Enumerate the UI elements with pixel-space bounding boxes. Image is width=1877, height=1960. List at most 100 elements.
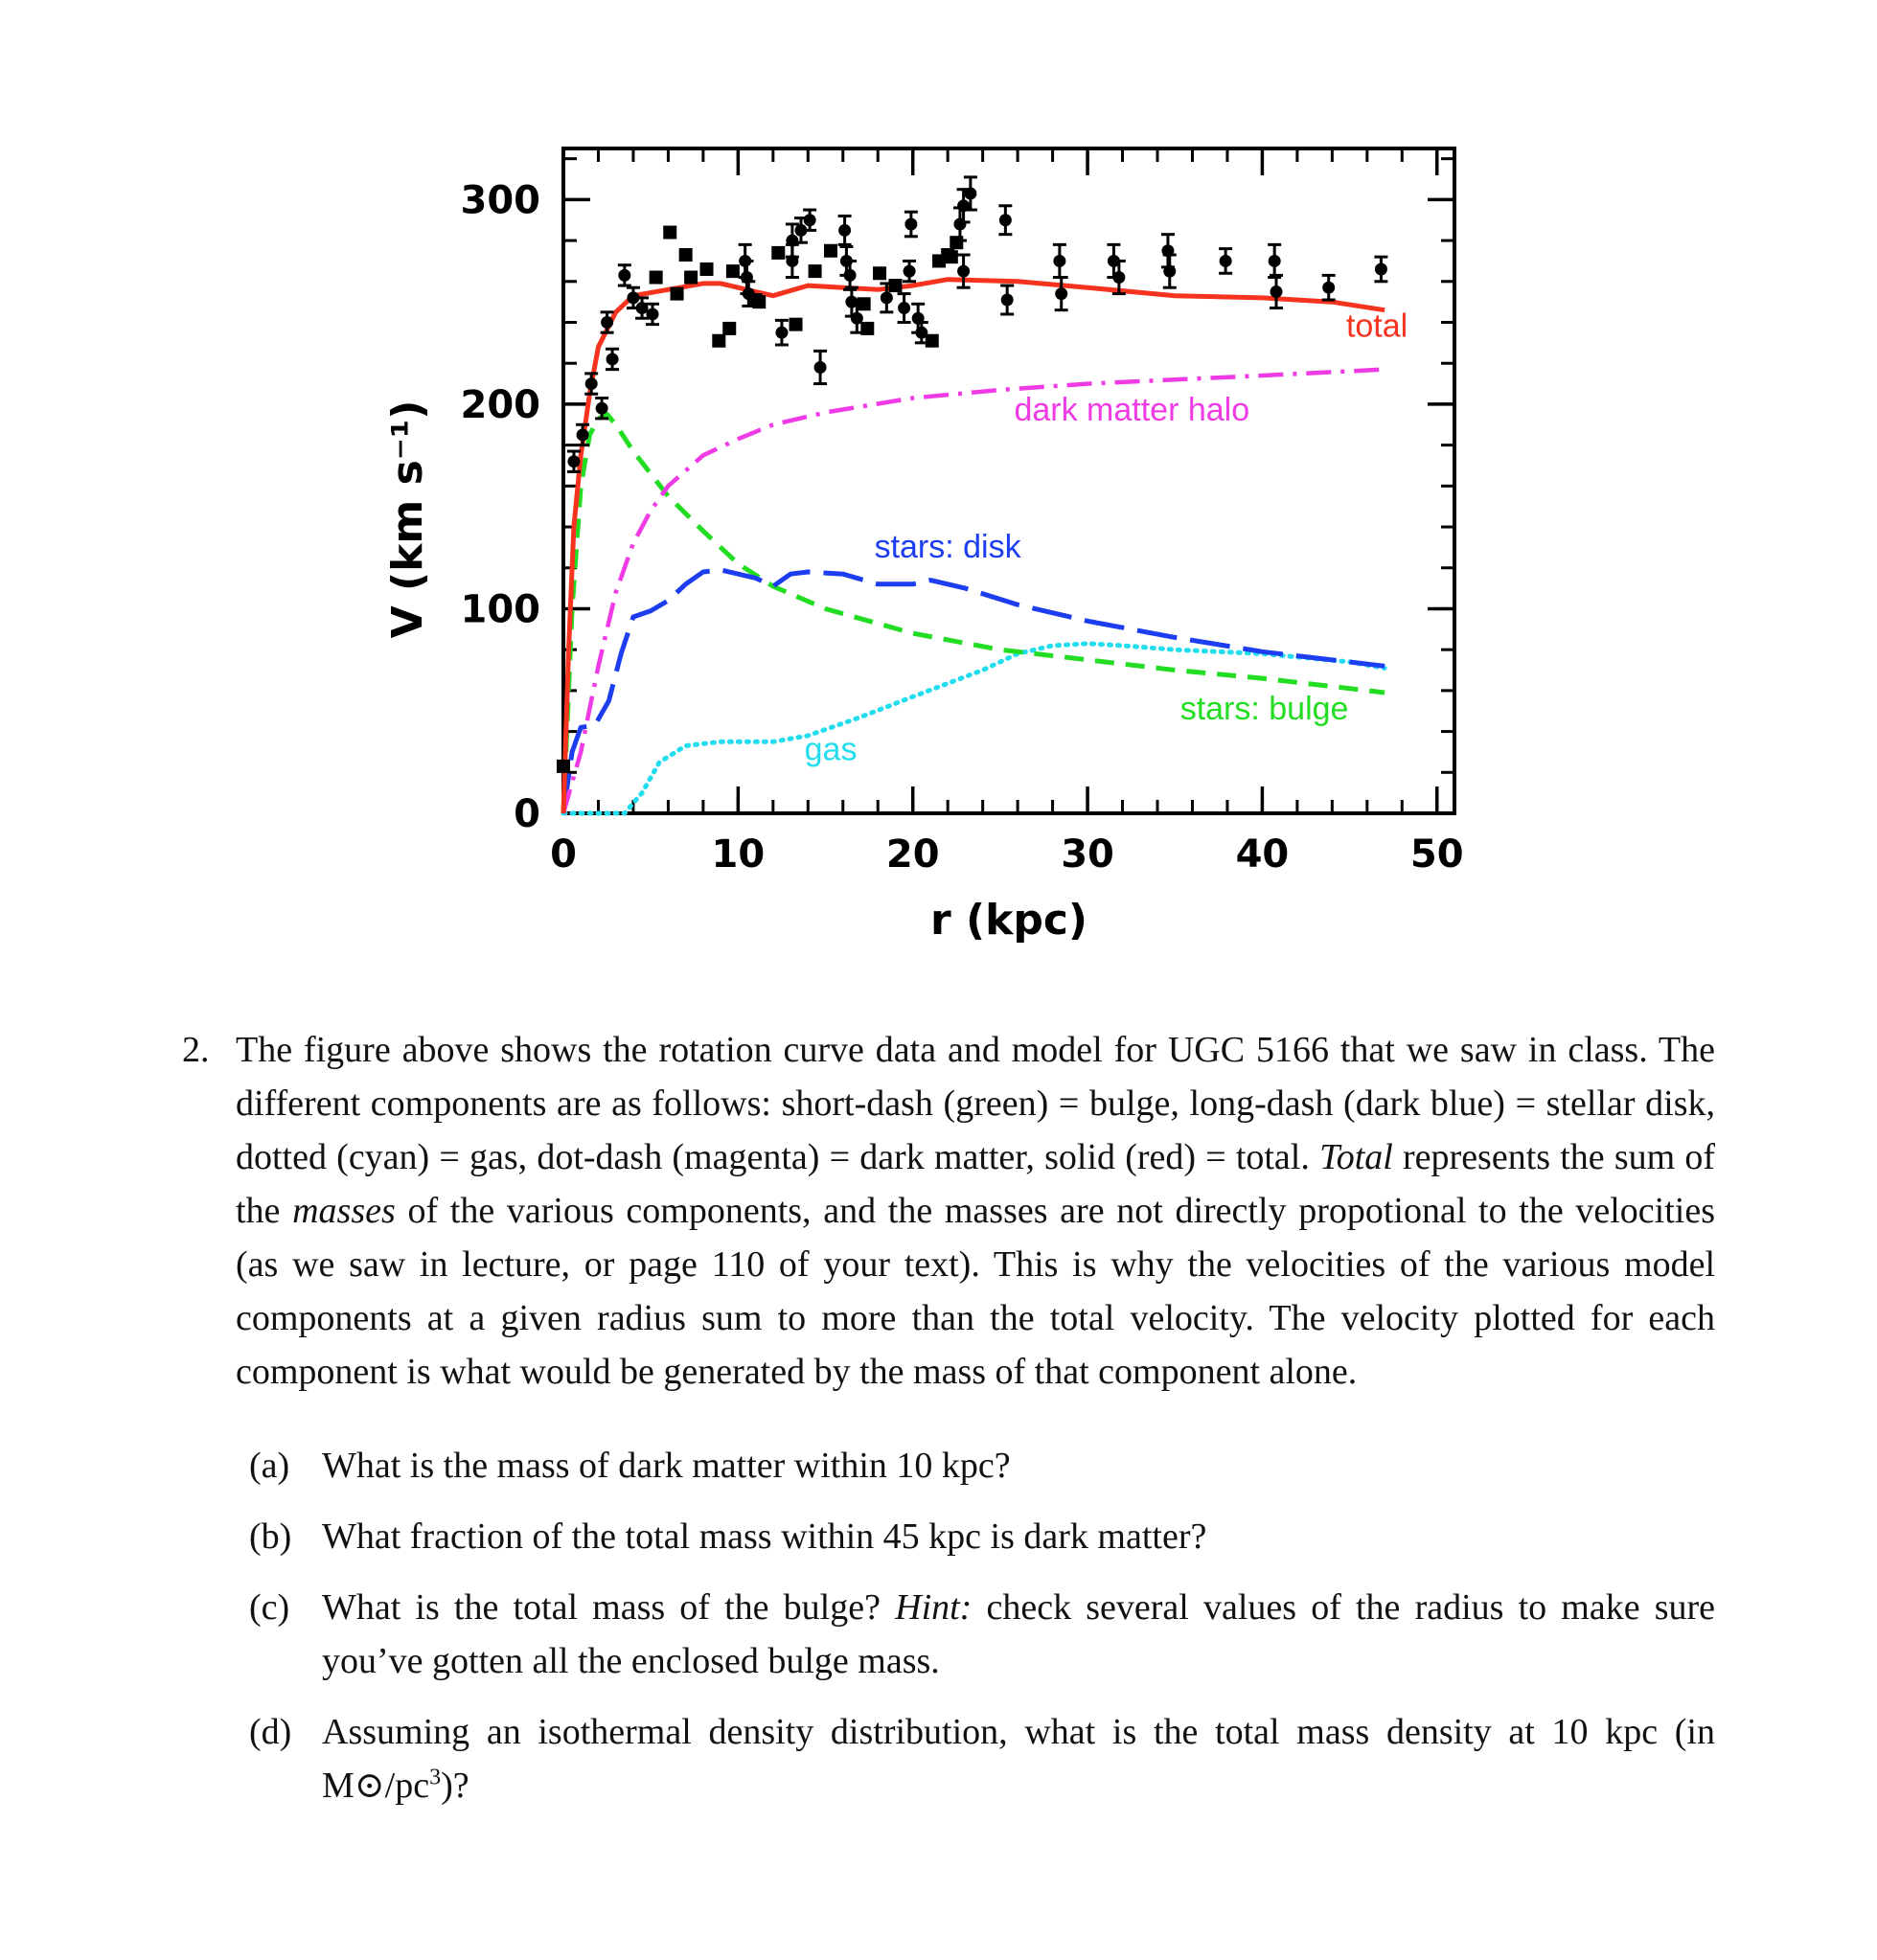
data-point: [808, 264, 822, 279]
data-point: [1111, 259, 1126, 296]
question-text: Assuming an isothermal density distribut…: [322, 1705, 1715, 1812]
question-a: (a) What is the mass of dark matter with…: [249, 1439, 1715, 1493]
y-tick-label: 300: [461, 178, 541, 222]
data-marker: [775, 326, 789, 339]
data-point: [1052, 242, 1066, 280]
data-marker: [824, 243, 837, 258]
data-marker: [786, 254, 799, 267]
x-tick-label: 50: [1410, 832, 1464, 877]
data-point: [1219, 247, 1233, 275]
data-marker: [627, 291, 640, 305]
data-marker: [915, 326, 928, 339]
data-marker: [925, 333, 939, 348]
data-marker: [964, 187, 977, 200]
data-marker: [1112, 271, 1126, 285]
data-point: [860, 321, 875, 335]
data-point: [873, 266, 887, 281]
data-marker: [794, 223, 808, 237]
data-point: [712, 333, 726, 348]
data-point: [803, 208, 817, 232]
data-point: [1321, 273, 1336, 302]
data-marker: [684, 270, 698, 285]
data-marker: [712, 333, 726, 348]
data-point: [925, 333, 939, 348]
data-marker: [567, 455, 581, 468]
data-point: [635, 296, 650, 320]
data-point: [785, 242, 799, 280]
intro-emphasis-total: Total: [1319, 1137, 1393, 1177]
question-label: (d): [249, 1712, 292, 1752]
question-label: (c): [249, 1587, 290, 1628]
data-marker: [843, 268, 857, 282]
data-marker: [1270, 285, 1283, 298]
data-marker: [860, 321, 875, 335]
question-text: What is the total mass of the bulge? Hin…: [322, 1581, 1715, 1688]
data-point: [837, 214, 852, 246]
data-marker: [1163, 264, 1177, 278]
data-point: [670, 286, 684, 301]
data-point: [963, 175, 977, 212]
question-d: (d) Assuming an isothermal density distr…: [249, 1705, 1715, 1812]
question-list: (a) What is the mass of dark matter with…: [182, 1439, 1715, 1812]
question-text-part: )?: [441, 1766, 469, 1806]
data-point: [600, 310, 614, 334]
data-point: [606, 347, 620, 372]
data-point: [725, 264, 740, 279]
hint-label: Hint:: [895, 1587, 973, 1628]
data-marker: [1055, 287, 1068, 301]
data-marker: [998, 214, 1012, 227]
data-marker: [606, 353, 619, 366]
intro-part-3: of the various components, and the masse…: [236, 1191, 1715, 1392]
data-point: [566, 449, 581, 473]
data-marker: [789, 317, 803, 331]
intro-part-2: represents the sum of the: [236, 1137, 1716, 1231]
x-tick-label: 0: [550, 832, 577, 877]
data-marker: [944, 250, 958, 264]
label-gas: gas: [805, 731, 858, 767]
x-axis-title: r (kpc): [930, 896, 1087, 945]
question-text: What is the mass of dark matter within 1…: [322, 1446, 1011, 1486]
x-tick-label: 40: [1236, 832, 1290, 877]
data-marker: [880, 291, 893, 305]
data-point: [904, 210, 918, 239]
label-total: total: [1346, 308, 1408, 344]
data-point: [956, 253, 971, 289]
question-text-part: check several values of the radius to ma…: [322, 1587, 1716, 1681]
data-point: [678, 248, 693, 262]
data-point: [617, 263, 631, 287]
data-marker: [584, 377, 598, 391]
question-c: (c) What is the total mass of the bulge?…: [249, 1581, 1715, 1688]
data-marker: [850, 311, 863, 325]
data-marker: [1268, 254, 1281, 267]
data-point: [1162, 253, 1177, 289]
chart-labels: total dark matter halo stars: disk stars: b…: [805, 308, 1408, 767]
data-point: [857, 297, 871, 311]
data-marker: [722, 321, 737, 335]
data-marker: [576, 428, 589, 442]
label-stars-disk: stars: disk: [875, 529, 1022, 565]
data-marker: [808, 264, 822, 279]
data-point: [1000, 284, 1015, 316]
data-marker: [898, 302, 911, 315]
problem-text: 2. The figure above shows the rotation c…: [182, 1023, 1715, 1830]
data-point: [789, 317, 803, 331]
data-point: [944, 250, 958, 264]
y-tick-label: 0: [514, 792, 540, 836]
data-marker: [678, 248, 693, 262]
data-point: [843, 259, 858, 291]
data-point: [1054, 276, 1068, 312]
data-point: [584, 372, 599, 396]
data-marker: [649, 270, 663, 285]
data-marker: [857, 297, 871, 311]
data-marker: [635, 302, 649, 315]
x-tick-label: 10: [712, 832, 766, 877]
problem-number: 2.: [182, 1030, 210, 1070]
data-point: [850, 302, 864, 334]
data-marker: [1374, 262, 1387, 276]
data-marker: [957, 264, 971, 278]
question-label: (b): [249, 1516, 292, 1557]
data-marker: [618, 268, 631, 282]
plot-frame: [561, 147, 1456, 815]
data-point: [914, 321, 928, 345]
y-tick-label: 200: [461, 383, 541, 427]
